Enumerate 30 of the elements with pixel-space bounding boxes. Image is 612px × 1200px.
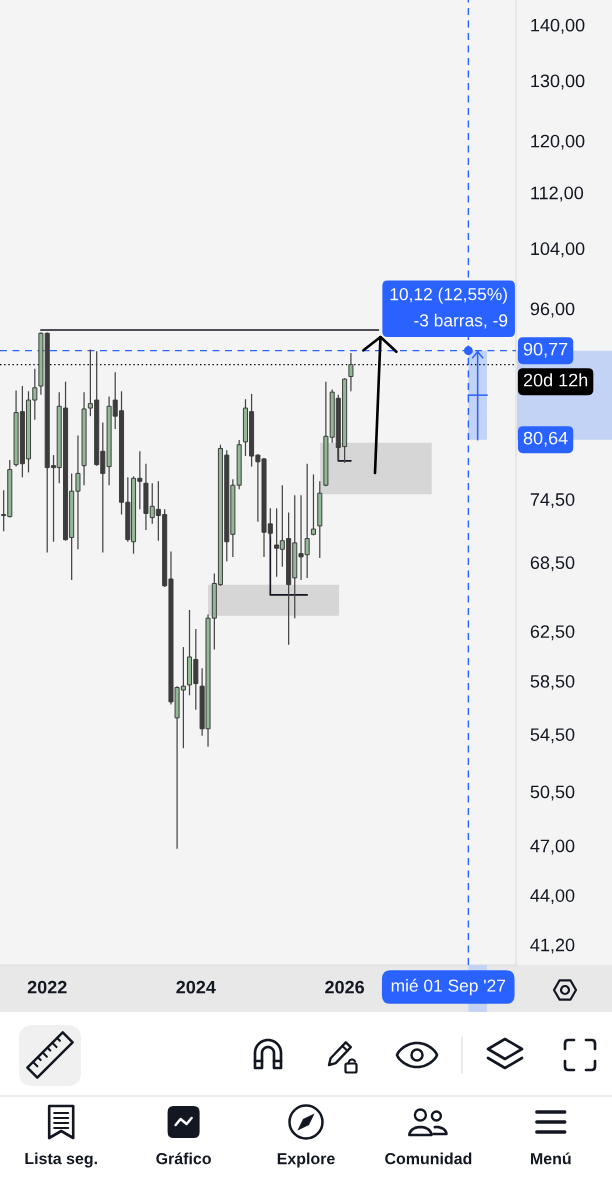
y-tick-label: 62,50 bbox=[530, 625, 575, 641]
candlestick bbox=[310, 473, 316, 537]
text: Comunidad bbox=[385, 1152, 472, 1165]
ref-line-label: mié 01 Sep '27 bbox=[391, 978, 506, 996]
candlestick bbox=[348, 352, 354, 392]
y-tick-label: 54,50 bbox=[530, 728, 575, 744]
y-tick-label: 50,50 bbox=[530, 785, 575, 801]
y-tick-label: 104,00 bbox=[531, 242, 585, 258]
text: Explore bbox=[277, 1152, 335, 1168]
text: Gráfico bbox=[156, 1152, 211, 1165]
y-tick-label: 58,50 bbox=[530, 674, 575, 690]
y-tick-label: 74,50 bbox=[530, 493, 575, 509]
y-tick-label: 112,00 bbox=[531, 186, 584, 202]
annotation: 10,12 (12,55%) -3 barras, -9 bbox=[390, 287, 508, 329]
y-tick-label: 140,00 bbox=[531, 18, 585, 34]
x-tick-label: 2026 bbox=[325, 980, 365, 994]
y-tick-label: 96,00 bbox=[530, 302, 575, 318]
y-tick-label: 41,20 bbox=[530, 938, 575, 954]
y-tick-label: 68,50 bbox=[530, 556, 575, 572]
text: Lista seg. bbox=[25, 1152, 97, 1168]
ref-line-label: 20d 12h bbox=[523, 373, 588, 387]
text: 80,64 bbox=[523, 431, 568, 447]
ref-line-label: 90,77 bbox=[523, 342, 568, 358]
text: Menú bbox=[531, 1152, 571, 1165]
y-tick-label: 47,00 bbox=[530, 839, 575, 855]
y-tick-label: 44,00 bbox=[530, 889, 575, 905]
y-tick-label: 120,00 bbox=[531, 134, 585, 150]
x-tick-label: 2022 bbox=[27, 980, 67, 994]
y-tick-label: 130,00 bbox=[531, 74, 585, 90]
x-tick-label: 2024 bbox=[176, 980, 216, 994]
